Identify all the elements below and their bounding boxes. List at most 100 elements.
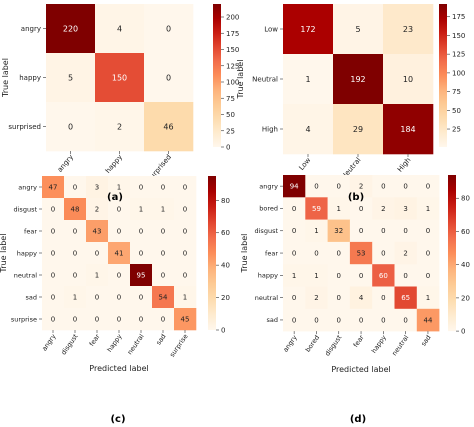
heatmap-cell — [394, 241, 418, 265]
x-axis-title: Predicted label — [331, 365, 390, 374]
heatmap-cell — [349, 286, 373, 310]
heatmap-cell — [394, 286, 418, 310]
colorbar-tick-label: 80 — [461, 195, 470, 203]
cell-value-label: 0 — [183, 205, 187, 213]
x-tick-label: High — [396, 156, 412, 173]
cell-value-label: 4 — [305, 125, 310, 134]
heatmap-cell — [372, 286, 395, 310]
cell-value-label: 1 — [305, 75, 310, 84]
cell-value-label: 0 — [117, 205, 121, 213]
y-tick-label: angry — [259, 182, 278, 190]
cell-value-label: 46 — [163, 122, 173, 131]
heatmap-cell — [349, 175, 373, 198]
cell-value-label: 3 — [403, 205, 407, 213]
heatmap-cell — [305, 219, 328, 243]
y-tick-label: bored — [259, 205, 278, 213]
cell-value-label: 0 — [292, 227, 296, 235]
y-tick-label: fear — [24, 227, 37, 235]
cell-value-label: 0 — [337, 294, 341, 302]
cell-value-label: 2 — [381, 205, 385, 213]
cell-value-label: 0 — [359, 316, 363, 324]
heatmap-cell — [152, 176, 175, 199]
heatmap-cell — [64, 286, 87, 309]
heatmap-cell — [108, 198, 131, 221]
heatmap-cell — [283, 286, 306, 310]
colorbar-tick-label: 75 — [452, 88, 461, 96]
heatmap-cell — [327, 241, 351, 265]
heatmap-cell — [64, 308, 87, 331]
colorbar — [448, 175, 456, 332]
heatmap-cell — [394, 264, 418, 287]
x-tick-label: neutral — [390, 334, 410, 358]
y-axis-title: True label — [0, 234, 8, 274]
cell-value-label: 0 — [314, 183, 318, 191]
colorbar-tick-label: 60 — [221, 229, 230, 237]
panel-c: 47 0 3 1 0 0 00 48 2 0 1 1 00 0 43 0 0 0 00 0 0 41 0 0 00 0 1 0 95 0 0… — [0, 176, 230, 373]
cell-value-label: 54 — [159, 293, 168, 301]
cell-value-label: 0 — [139, 183, 143, 191]
heatmap-cell — [283, 241, 306, 265]
y-tick-label: High — [262, 125, 278, 133]
colorbar-tick-label: 20 — [221, 294, 230, 302]
cell-value-label: 29 — [353, 125, 363, 134]
heatmap-cell — [174, 176, 197, 199]
heatmap-cell — [372, 175, 395, 198]
heatmap-cell — [283, 175, 306, 198]
x-tick-label: disgust — [323, 333, 343, 357]
cell-value-label: 0 — [183, 227, 187, 235]
cell-value-label: 0 — [426, 183, 430, 191]
heatmap-cell — [383, 4, 434, 55]
y-tick-label: neutral — [14, 271, 37, 279]
heatmap-cell — [349, 219, 373, 243]
heatmap-cell — [283, 54, 334, 105]
x-tick-label: bored — [304, 334, 321, 354]
heatmap-cell — [416, 264, 440, 287]
heatmap-cell — [42, 264, 65, 287]
x-tick-label: sad — [419, 334, 432, 348]
caption-a: (a) — [107, 192, 123, 203]
cell-value-label: 1 — [73, 293, 77, 301]
cell-value-label: 1 — [117, 183, 121, 191]
heatmap-cell — [130, 308, 153, 331]
cell-value-label: 0 — [359, 205, 363, 213]
heatmap-cell — [64, 176, 87, 199]
y-tick-label: Neutral — [252, 75, 278, 83]
heatmap-cell — [283, 4, 334, 55]
cell-value-label: 1 — [314, 272, 318, 280]
colorbar-tick-label: 150 — [452, 32, 465, 40]
y-tick-label: happy — [19, 74, 41, 82]
heatmap-cell — [42, 308, 65, 331]
cell-value-label: 0 — [292, 294, 296, 302]
heatmap-cell — [394, 308, 418, 332]
heatmap-cell — [394, 197, 418, 220]
colorbar — [213, 4, 221, 147]
cell-value-label: 1 — [337, 205, 341, 213]
cell-value-label: 1 — [183, 293, 187, 301]
colorbar-tick-label: 175 — [226, 30, 239, 38]
cell-value-label: 0 — [183, 271, 187, 279]
cell-value-label: 0 — [166, 73, 171, 82]
cell-value-label: 45 — [181, 315, 190, 323]
heatmap-cell — [333, 4, 384, 55]
cell-value-label: 0 — [381, 316, 385, 324]
heatmap-cell — [86, 264, 109, 287]
heatmap-cell — [174, 286, 197, 309]
heatmap-cell — [46, 4, 96, 54]
cell-value-label: 0 — [117, 293, 121, 301]
heatmap-cell — [130, 286, 153, 309]
y-tick-label: happy — [17, 249, 37, 257]
heatmap-cell — [152, 242, 175, 265]
colorbar-tick-label: 80 — [221, 197, 230, 205]
cell-value-label: 47 — [49, 183, 58, 191]
heatmap-cell — [64, 264, 87, 287]
cell-value-label: 1 — [139, 205, 143, 213]
y-tick-label: sad — [26, 293, 38, 301]
x-tick-label: surprise — [168, 333, 190, 359]
x-tick-label: happy — [370, 334, 388, 355]
heatmap-cell — [305, 197, 328, 220]
cell-value-label: 2 — [403, 250, 407, 258]
caption-b: (b) — [348, 192, 364, 203]
cell-value-label: 0 — [51, 227, 55, 235]
cell-value-label: 5 — [355, 25, 360, 34]
